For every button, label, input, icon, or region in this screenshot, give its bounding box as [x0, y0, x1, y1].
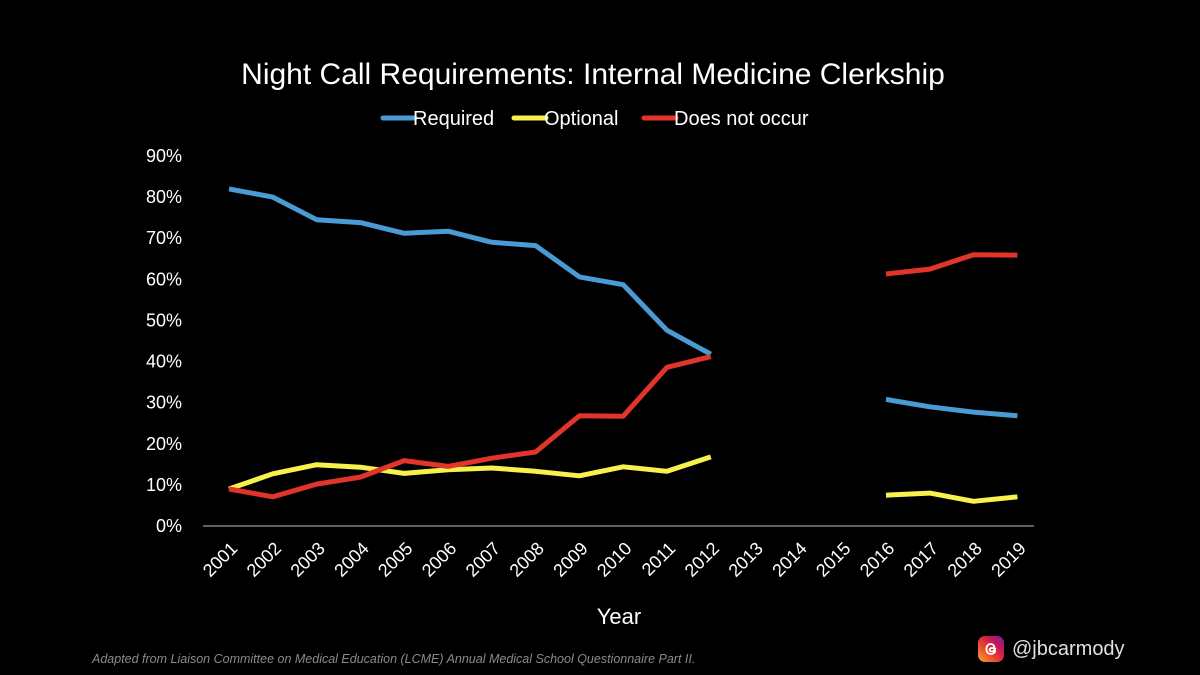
y-tick-label: 50% — [146, 310, 182, 330]
y-tick-label: 20% — [146, 434, 182, 454]
x-tick-label: 2004 — [330, 538, 372, 580]
x-tick-label: 2013 — [725, 538, 767, 580]
series-line-required — [228, 186, 1018, 419]
x-tick-label: 2015 — [812, 538, 854, 580]
author-handle: @jbcarmody — [1012, 637, 1125, 660]
y-tick-label: 40% — [146, 352, 182, 372]
x-tick-label: 2007 — [462, 538, 504, 580]
threads-icon — [978, 636, 1004, 662]
x-tick-label: 2019 — [987, 538, 1029, 580]
y-tick-label: 90% — [146, 146, 182, 166]
x-tick-label: 2002 — [243, 538, 285, 580]
x-tick-label: 2001 — [199, 538, 241, 580]
chart-legend: Required Optional Does not occur — [380, 108, 809, 130]
y-tick-label: 30% — [146, 393, 182, 413]
x-tick-label: 2003 — [287, 538, 329, 580]
source-note: Adapted from Liaison Committee on Medica… — [92, 652, 696, 666]
x-tick-label: 2008 — [506, 538, 548, 580]
y-tick-label: 70% — [146, 228, 182, 248]
x-tick-label: 2005 — [374, 538, 416, 580]
y-axis-ticks: 0% 10% 20% 30% 40% 50% 60% 70% 80% 90% — [146, 146, 182, 536]
y-tick-label: 80% — [146, 187, 182, 207]
x-tick-label: 2016 — [856, 538, 898, 580]
y-tick-label: 10% — [146, 475, 182, 495]
author-credit[interactable]: @jbcarmody — [978, 636, 1125, 662]
series-line-does-not-occur — [228, 252, 1018, 500]
x-tick-label: 2009 — [549, 538, 591, 580]
x-axis-label: Year — [597, 604, 641, 629]
y-tick-label: 0% — [156, 516, 182, 536]
legend-label: Required — [413, 108, 494, 130]
legend-label: Does not occur — [674, 108, 809, 130]
x-axis-ticks: 2001 2002 2003 2004 2005 2006 2007 2008 2009 2010… — [199, 538, 1030, 580]
legend-label: Optional — [544, 108, 619, 130]
chart-title: Night Call Requirements: Internal Medici… — [241, 58, 945, 91]
x-tick-label: 2014 — [768, 538, 810, 580]
x-tick-label: 2006 — [418, 538, 460, 580]
x-tick-label: 2011 — [638, 538, 680, 580]
chart-series — [228, 186, 1018, 504]
x-tick-label: 2017 — [900, 538, 942, 580]
x-tick-label: 2012 — [681, 538, 723, 580]
y-tick-label: 60% — [146, 269, 182, 289]
series-line-optional — [228, 454, 1018, 504]
x-tick-label: 2010 — [593, 538, 635, 580]
x-tick-label: 2018 — [944, 538, 986, 580]
